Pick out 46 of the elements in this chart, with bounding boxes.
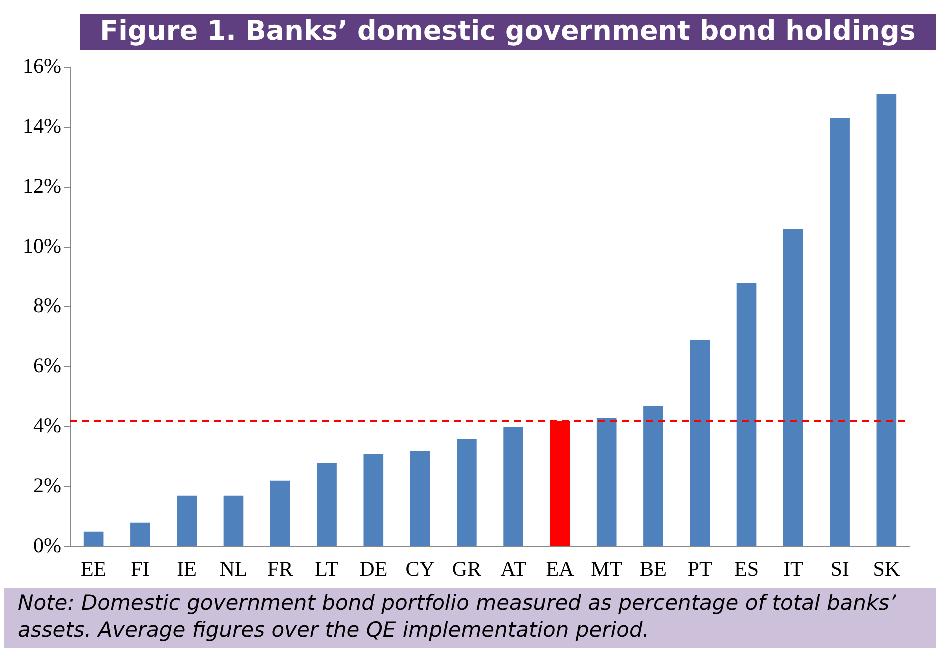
bar — [504, 427, 524, 546]
bar — [317, 462, 337, 546]
bar — [130, 522, 150, 546]
x-tick-label: ES — [734, 556, 760, 581]
bar — [410, 450, 430, 546]
y-tick-label: 14% — [22, 114, 62, 138]
y-tick-label: 6% — [33, 354, 62, 378]
y-tick-label: 2% — [33, 473, 62, 498]
x-tick-label: CY — [406, 556, 435, 581]
x-tick-label: FI — [131, 556, 150, 581]
text: Note: Domestic government bond portfolio measured as percentage of total banks’ assets. Average figures over the QE implementation period. — [4, 588, 936, 648]
bar — [736, 283, 757, 546]
bar — [876, 94, 897, 546]
x-tick-label: FR — [268, 556, 294, 581]
x-tick-label: AT — [500, 556, 527, 581]
bar — [84, 532, 104, 546]
bar — [830, 118, 850, 546]
x-tick-label: IT — [783, 556, 804, 581]
x-tick-label: PT — [688, 556, 713, 581]
bar — [177, 496, 197, 546]
x-tick-label: IE — [177, 556, 198, 581]
x-tick-label: GR — [452, 556, 482, 581]
bar — [457, 438, 477, 546]
bar — [690, 340, 710, 546]
bar — [783, 229, 804, 546]
y-tick-label: 10% — [22, 234, 62, 258]
y-tick-label: 16% — [22, 54, 62, 78]
bar — [364, 454, 384, 546]
x-tick-label: MT — [591, 556, 623, 581]
chart-title: Figure 1. Banks’ domestic government bond holdings — [80, 14, 936, 50]
y-tick-label: 0% — [33, 533, 62, 558]
bar — [596, 418, 617, 546]
x-tick-label: EA — [546, 556, 576, 581]
x-tick-label: SK — [873, 556, 900, 581]
bar — [270, 480, 290, 546]
x-tick-label: SI — [830, 556, 850, 581]
y-tick-label: 8% — [33, 294, 62, 318]
x-tick-label: NL — [220, 556, 248, 581]
x-tick-label: BE — [640, 556, 667, 581]
bar — [224, 496, 244, 546]
x-tick-label: LT — [315, 556, 340, 581]
y-tick-label: 12% — [22, 174, 62, 198]
bar — [644, 406, 664, 546]
x-tick-label: EE — [80, 556, 107, 581]
x-tick-label: DE — [360, 556, 388, 581]
y-tick-label: 4% — [33, 414, 62, 438]
